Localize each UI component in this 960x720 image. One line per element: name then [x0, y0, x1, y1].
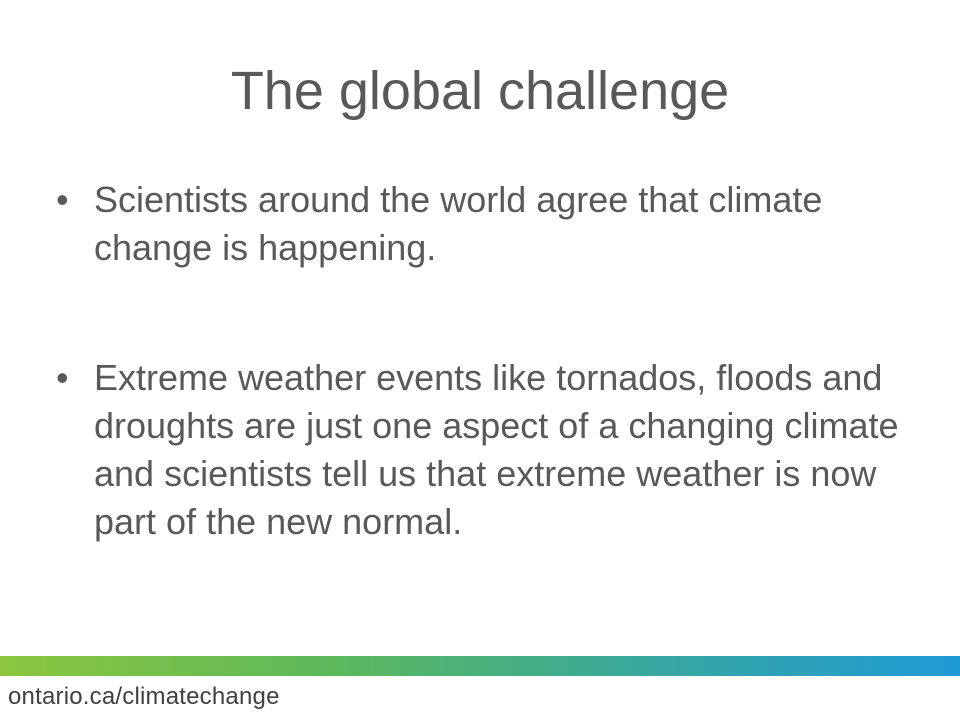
slide-title: The global challenge	[230, 61, 730, 121]
footer-gradient-bar	[0, 656, 960, 676]
bullet-item: • Scientists around the world agree that…	[56, 176, 916, 272]
bullet-marker: •	[56, 357, 69, 398]
bullet-marker: •	[56, 179, 69, 220]
bullet-list: • Scientists around the world agree that…	[56, 176, 916, 546]
footer-url: ontario.ca/climatechange	[8, 683, 280, 710]
bullet-text: Extreme weather events like tornados, fl…	[94, 357, 899, 542]
bullet-text: Scientists around the world agree that c…	[94, 179, 823, 268]
bullet-item: • Extreme weather events like tornados, …	[56, 354, 916, 546]
